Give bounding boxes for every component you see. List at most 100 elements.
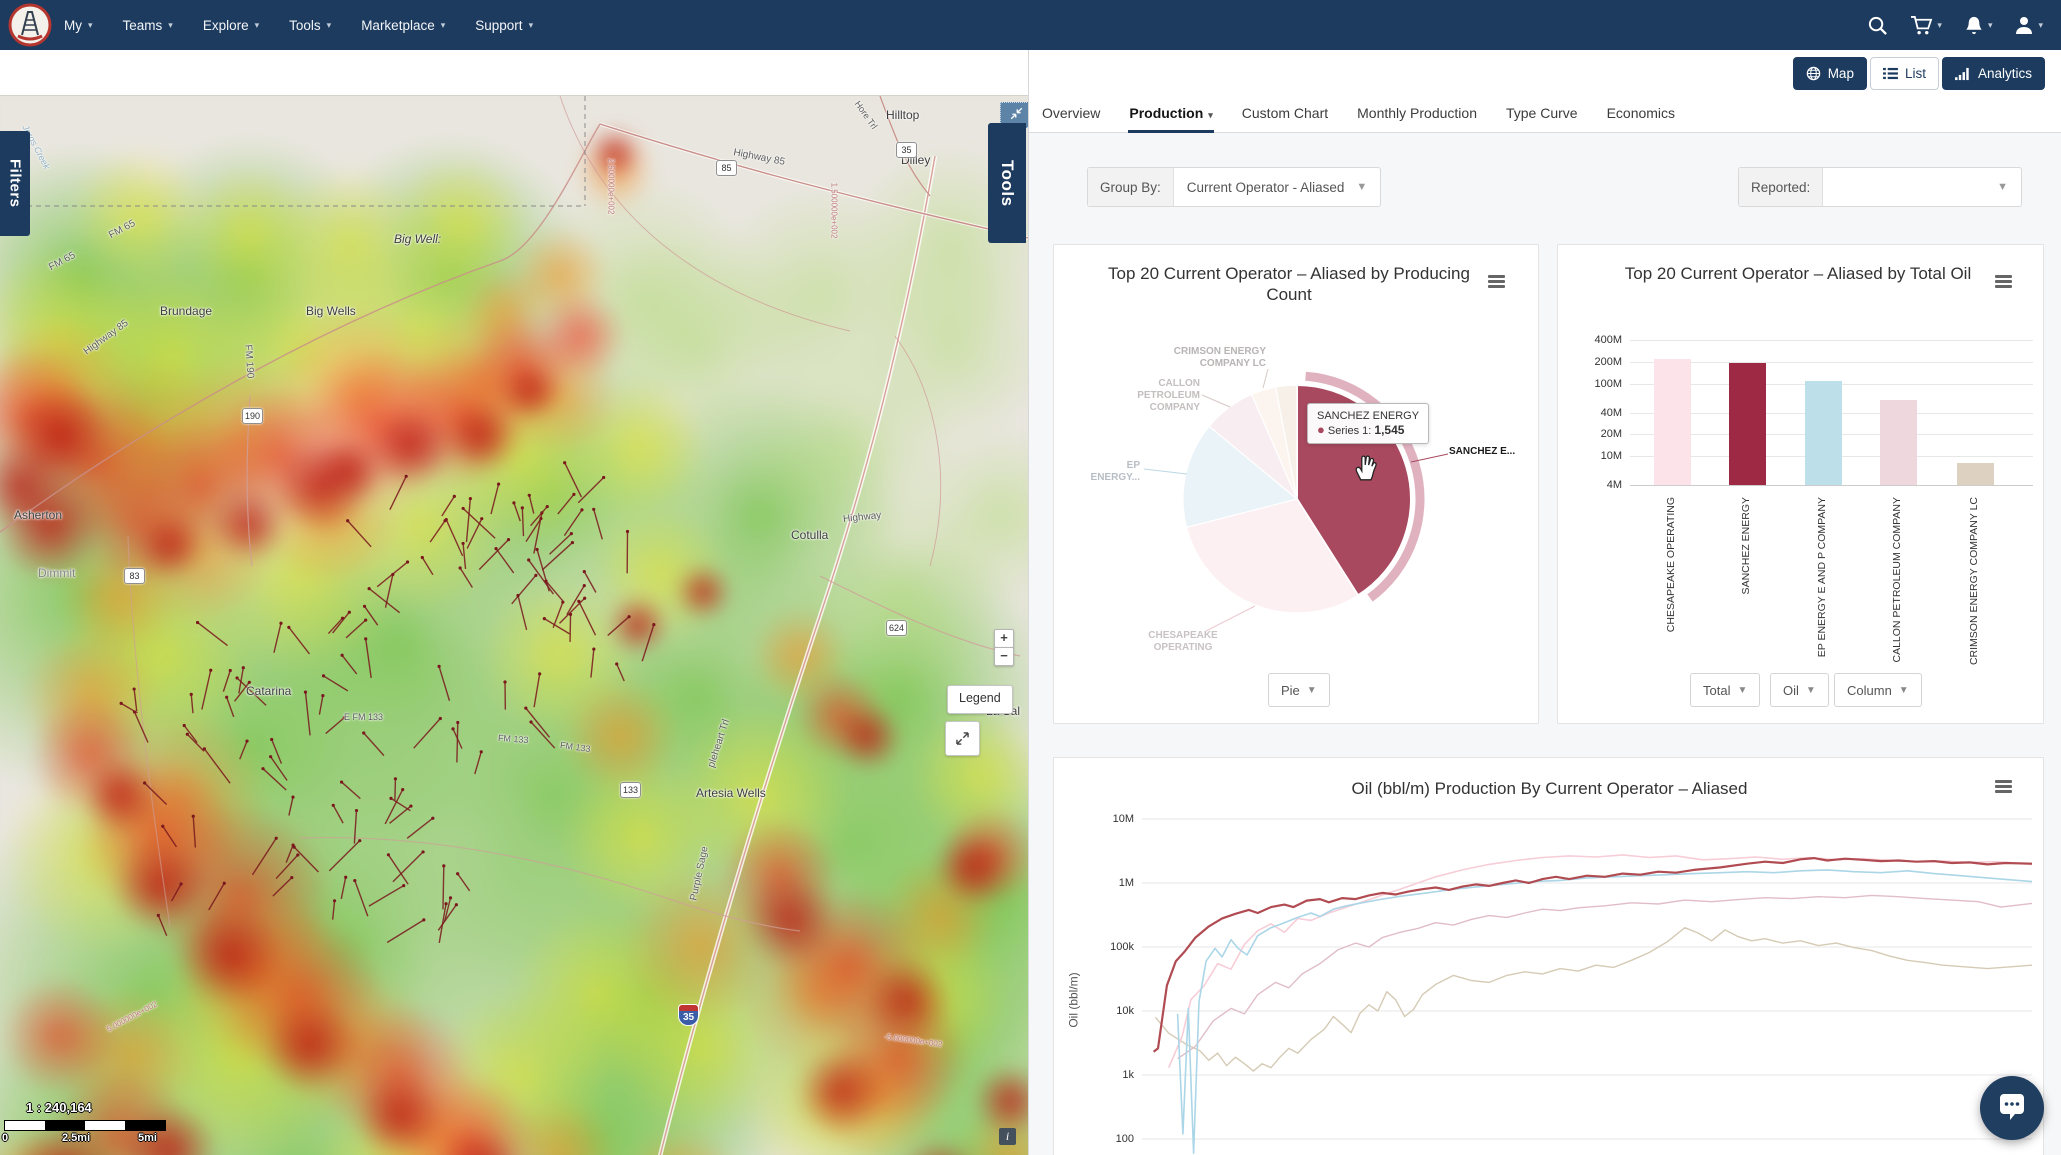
globe-icon bbox=[1806, 66, 1821, 81]
line-series-ep-energy-e-and-p-company[interactable] bbox=[1178, 870, 2032, 1153]
map-town-label: Hilltop bbox=[886, 108, 919, 122]
y-axis-tick-label: 4M bbox=[1564, 479, 1622, 491]
reported-control[interactable]: Reported: ▼ bbox=[1738, 167, 2022, 207]
map-contour-label: 2.500000e+002 bbox=[606, 159, 615, 215]
tab-overview[interactable]: Overview bbox=[1041, 105, 1101, 132]
x-axis-category-label: EP ENERGY E AND P COMPANY bbox=[1816, 497, 1828, 657]
tab-monthly-production[interactable]: Monthly Production bbox=[1356, 105, 1478, 132]
bar-callon-petroleum-company[interactable] bbox=[1880, 400, 1917, 485]
chevron-down-icon: ▾ bbox=[88, 20, 93, 31]
scale-label-end: 5mi bbox=[138, 1132, 157, 1144]
tab-production[interactable]: Production▾ bbox=[1128, 105, 1213, 132]
list-view-button[interactable]: List bbox=[1870, 57, 1939, 90]
pie-type-selector[interactable]: Pie ▼ bbox=[1268, 673, 1330, 707]
chevron-down-icon: ▼ bbox=[1806, 685, 1816, 696]
zoom-in-button[interactable]: + bbox=[994, 629, 1014, 648]
nav-item-teams[interactable]: Teams▾ bbox=[123, 18, 173, 33]
line-chart-card: Oil (bbl/m) Production By Current Operat… bbox=[1053, 757, 2044, 1155]
nav-item-marketplace[interactable]: Marketplace▾ bbox=[361, 18, 445, 33]
reported-label: Reported: bbox=[1739, 168, 1823, 206]
highway-shield: 83 bbox=[124, 568, 145, 584]
well-sticks-layer bbox=[0, 96, 1028, 1155]
list-icon bbox=[1883, 67, 1898, 80]
map-canvas[interactable]: HilltopDilleyBig Well:Big WellsBrundageA… bbox=[0, 95, 1028, 1155]
chevron-down-icon: ▾ bbox=[1937, 20, 1942, 31]
highway-shield: 624 bbox=[886, 620, 907, 636]
x-axis-line bbox=[1630, 485, 2033, 486]
bar-sanchez-energy[interactable] bbox=[1729, 363, 1766, 485]
zoom-out-button[interactable]: − bbox=[994, 647, 1014, 666]
chevron-down-icon: ▾ bbox=[2038, 20, 2043, 31]
chevron-down-icon: ▼ bbox=[1899, 685, 1909, 696]
product-selector[interactable]: Oil ▼ bbox=[1770, 673, 1829, 707]
list-view-label: List bbox=[1905, 66, 1926, 81]
bar-crimson-energy-company-lc[interactable] bbox=[1957, 463, 1994, 485]
chat-widget-button[interactable] bbox=[1980, 1076, 2044, 1140]
map-view-button[interactable]: Map bbox=[1793, 57, 1867, 90]
pie-label-connector bbox=[1206, 606, 1255, 631]
map-info-button[interactable]: i bbox=[999, 1128, 1016, 1145]
y-axis-tick-label: 20M bbox=[1564, 428, 1622, 440]
filters-panel-tab[interactable]: Filters bbox=[0, 131, 30, 236]
chevron-down-icon: ▼ bbox=[1356, 181, 1367, 193]
pie-label-connector bbox=[1263, 369, 1268, 388]
nav-item-support[interactable]: Support▾ bbox=[475, 18, 533, 33]
map-town-label: Asherton bbox=[14, 508, 62, 522]
map-scale-ratio: 1 : 240,164 bbox=[26, 1100, 92, 1115]
x-axis-category-label: CALLON PETROLEUM COMPANY bbox=[1891, 497, 1903, 663]
group-by-control[interactable]: Group By: Current Operator - Aliased ▼ bbox=[1087, 167, 1381, 207]
cart-icon[interactable]: ▾ bbox=[1910, 15, 1942, 36]
nav-item-my[interactable]: My ▾ bbox=[64, 18, 93, 33]
chevron-down-icon: ▼ bbox=[1997, 181, 2008, 193]
map-town-label: Big Well: bbox=[394, 232, 441, 246]
x-axis-category-label: SANCHEZ ENERGY bbox=[1740, 497, 1752, 594]
nav-item-label: Tools bbox=[289, 18, 321, 33]
bar-chart-icon bbox=[1955, 67, 1971, 81]
line-series-sanchez-energy[interactable] bbox=[1154, 858, 2032, 1052]
chevron-down-icon: ▼ bbox=[1307, 685, 1317, 696]
tab-type-curve[interactable]: Type Curve bbox=[1505, 105, 1579, 132]
y-axis-tick-label: 100M bbox=[1564, 378, 1622, 390]
map-town-label: Brundage bbox=[160, 304, 212, 318]
legend-button[interactable]: Legend bbox=[947, 685, 1013, 714]
notifications-bell-icon[interactable]: ▾ bbox=[1964, 15, 1993, 36]
tools-panel-tab[interactable]: Tools bbox=[988, 123, 1026, 243]
map-town-label: Artesia Wells bbox=[696, 786, 766, 800]
nav-item-tools[interactable]: Tools▾ bbox=[289, 18, 331, 33]
highway-shield: 133 bbox=[620, 782, 641, 798]
analytics-view-label: Analytics bbox=[1978, 66, 2032, 81]
line-chart bbox=[1054, 758, 2044, 1155]
nav-item-label: Marketplace bbox=[361, 18, 435, 33]
y-axis-tick-label: 10M bbox=[1564, 450, 1622, 462]
pie-data-label: CALLON PETROLEUM COMPANY bbox=[1100, 378, 1200, 414]
app-root: My▾Teams▾Explore▾Tools▾Marketplace▾Suppo… bbox=[0, 0, 2061, 1155]
fullscreen-button[interactable] bbox=[945, 721, 980, 756]
search-icon[interactable] bbox=[1867, 15, 1888, 36]
pie-label-connector bbox=[1202, 395, 1230, 407]
chart-type-value: Column bbox=[1847, 683, 1892, 698]
hand-cursor-icon bbox=[1350, 451, 1380, 483]
company-logo-icon[interactable] bbox=[8, 3, 52, 47]
tooltip-title: SANCHEZ ENERGY bbox=[1317, 410, 1419, 422]
aggregate-selector[interactable]: Total ▼ bbox=[1690, 673, 1760, 707]
aggregate-value: Total bbox=[1703, 683, 1730, 698]
pie-data-label: SANCHEZ E... bbox=[1449, 446, 1529, 458]
line-series-chesapeake-operating[interactable] bbox=[1169, 855, 2032, 1068]
tab-economics[interactable]: Economics bbox=[1606, 105, 1676, 132]
bar-ep-energy-e-and-p-company[interactable] bbox=[1805, 381, 1842, 485]
nav-item-explore[interactable]: Explore▾ bbox=[203, 18, 259, 33]
map-town-label: Catarina bbox=[246, 684, 291, 698]
analytics-panel: Map List Analytics Overview Production▾ Cu… bbox=[1028, 50, 2061, 1155]
bar-chart-card: Top 20 Current Operator – Aliased by Tot… bbox=[1557, 244, 2044, 724]
map-town-label: Big Wells bbox=[306, 304, 356, 318]
tab-custom-chart[interactable]: Custom Chart bbox=[1241, 105, 1329, 132]
group-by-value: Current Operator - Aliased bbox=[1187, 180, 1345, 195]
analytics-view-button[interactable]: Analytics bbox=[1942, 57, 2045, 90]
nav-item-label: My bbox=[64, 18, 82, 33]
line-series-crimson-energy-company-lc[interactable] bbox=[1155, 928, 2032, 1071]
nav-menu: My ▾ Teams▾ Explore▾ Tools▾ Marketplace▾ Suppo… bbox=[64, 0, 533, 50]
user-account-icon[interactable]: ▾ bbox=[2014, 15, 2043, 35]
chart-type-selector[interactable]: Column ▼ bbox=[1834, 673, 1922, 707]
bar-chesapeake-operating[interactable] bbox=[1654, 359, 1691, 485]
map-town-label: Dimmit bbox=[38, 566, 75, 580]
